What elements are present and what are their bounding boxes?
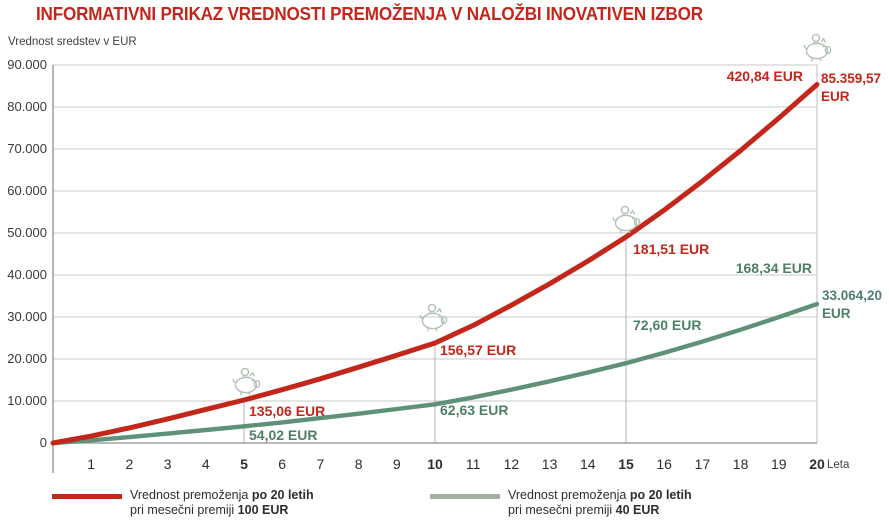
red-line-swatch-icon — [52, 494, 122, 499]
x-tick-label: 16 — [656, 456, 672, 472]
x-tick-label: 6 — [278, 456, 287, 472]
y-tick-label: 90.000 — [7, 57, 47, 72]
x-tick-label: 7 — [316, 456, 325, 472]
green-line-swatch-icon — [430, 494, 500, 499]
legend-item-premium-40: Vrednost premoženja po 20 letih pri mese… — [430, 488, 692, 517]
annotation-red-year-5: 135,06 EUR — [249, 403, 326, 419]
x-tick-label: 11 — [465, 456, 481, 472]
x-tick-label: 1 — [87, 456, 96, 472]
piggy-bank-icon — [232, 367, 261, 396]
legend-item-premium-100: Vrednost premoženja po 20 letih pri mese… — [52, 488, 314, 517]
x-tick-label: 14 — [580, 456, 596, 472]
piggy-bank-icon — [419, 303, 448, 332]
x-tick-label: 12 — [503, 456, 520, 472]
y-tick-label: 20.000 — [7, 351, 47, 366]
annotation-green-year-5: 54,02 EUR — [249, 427, 318, 443]
series-line-premium-40 — [50, 301, 820, 446]
y-axis-title: Vrednost sredstev v EUR — [8, 36, 137, 48]
x-tick-label: 17 — [694, 456, 711, 472]
series-end-value-red: 85.359,57 EUR — [821, 71, 882, 104]
x-tick-label: 10 — [427, 456, 443, 472]
legend-label: Vrednost premoženja — [508, 488, 630, 502]
y-tick-label: 50.000 — [7, 225, 47, 240]
y-tick-label: 10.000 — [7, 393, 47, 408]
page-title: INFORMATIVNI PRIKAZ VREDNOSTI PREMOŽENJA… — [36, 4, 703, 24]
y-tick-label: 0 — [39, 435, 47, 450]
legend: Vrednost premoženja po 20 letih pri mese… — [0, 488, 889, 520]
x-tick-label: 4 — [201, 456, 210, 472]
y-tick-label: 70.000 — [7, 141, 47, 156]
series-end-value-green: 33.064,20 EUR — [822, 288, 883, 321]
x-tick-label: 8 — [354, 456, 363, 472]
x-tick-label: 18 — [732, 456, 749, 472]
x-tick-label: 3 — [163, 456, 172, 472]
annotation-red-year-20: 420,84 EUR — [726, 68, 803, 84]
piggy-bank-icon — [803, 33, 832, 62]
y-tick-label: 30.000 — [7, 309, 47, 324]
annotation-green-year-10: 62,63 EUR — [440, 402, 509, 418]
y-tick-label: 80.000 — [7, 99, 47, 114]
x-tick-label: 2 — [125, 456, 134, 472]
x-tick-label: 15 — [618, 456, 634, 472]
annotation-red-year-15: 181,51 EUR — [633, 241, 710, 257]
y-tick-label: 60.000 — [7, 183, 47, 198]
x-tick-label: 20 — [809, 456, 825, 472]
annotation-green-year-15: 72,60 EUR — [633, 317, 702, 333]
y-tick-label: 40.000 — [7, 267, 47, 282]
x-tick-label: 9 — [392, 456, 401, 472]
x-tick-label: 13 — [541, 456, 558, 472]
x-axis-title: Leta — [827, 459, 850, 471]
legend-label: Vrednost premoženja — [130, 488, 252, 502]
x-tick-label: 5 — [240, 456, 248, 472]
series-line-premium-100 — [50, 82, 820, 446]
annotation-green-year-20: 168,34 EUR — [735, 260, 812, 276]
annotation-red-year-10: 156,57 EUR — [440, 342, 517, 358]
x-tick-label: 19 — [771, 456, 787, 472]
